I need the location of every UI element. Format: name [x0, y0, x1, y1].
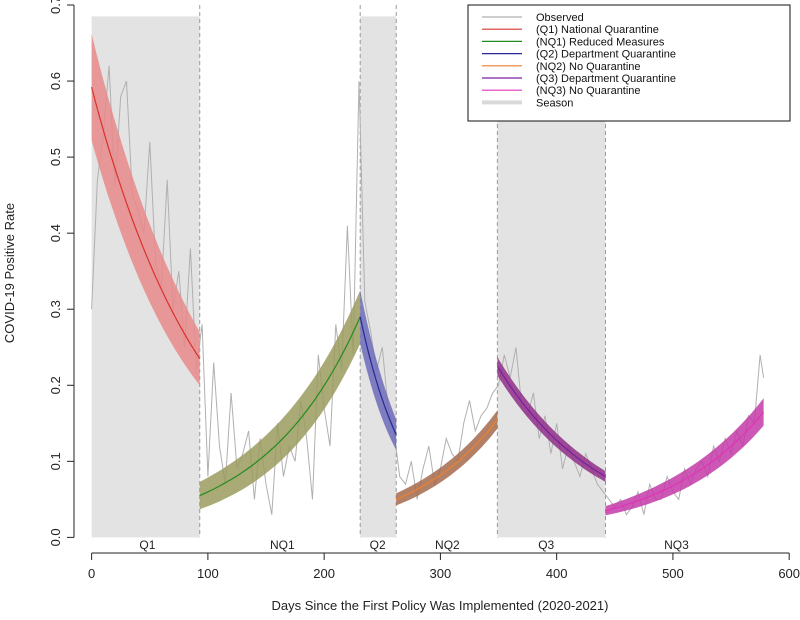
fit-line-4 — [496, 365, 606, 478]
y-tick-label-4: 0.4 — [48, 224, 63, 242]
legend: Observed(Q1) National Quarantine(NQ1) Re… — [467, 4, 791, 122]
period-label-layer: Q1 NQ1 Q2 NQ2 Q3 NQ3 — [139, 538, 689, 552]
x-tick-label-600: 600 — [778, 566, 800, 581]
x-tick-label-0: 0 — [88, 566, 95, 581]
legend-label-7: Season — [536, 97, 573, 109]
y-tick-label-0: 0.0 — [48, 528, 63, 546]
fit-line-3 — [395, 419, 498, 500]
legend-label-0: Observed — [536, 12, 584, 24]
period-label-nq2: NQ2 — [435, 538, 460, 552]
fit-band-2 — [360, 290, 397, 450]
fit-layer — [91, 86, 765, 512]
period-label-q3: Q3 — [538, 538, 554, 552]
fit-band-0 — [91, 33, 200, 386]
x-tick-label-300: 300 — [430, 566, 452, 581]
period-label-nq3: NQ3 — [664, 538, 689, 552]
y-tick-label-1: 0.1 — [48, 452, 63, 470]
x-tick-label-500: 500 — [662, 566, 684, 581]
y-axis-title: COVID-19 Positive Rate — [2, 203, 17, 343]
x-tick-label-400: 400 — [546, 566, 568, 581]
legend-label-4: (NQ2) No Quarantine — [536, 61, 641, 73]
fit-band-3 — [396, 410, 498, 506]
fit-band-1 — [199, 290, 361, 510]
x-axis-title: Days Since the First Policy Was Implemen… — [272, 598, 609, 613]
fit-line-2 — [359, 316, 397, 435]
legend-label-5: (Q3) Department Quarantine — [536, 73, 676, 85]
legend-label-2: (NQ1) Reduced Measures — [536, 36, 665, 48]
legend-label-3: (Q2) Department Quarantine — [536, 49, 676, 61]
axes-layer: 0 100 200 300 400 500 600 0.0 0.1 0.2 0.3 0.4 0.5 0.6… — [48, 0, 800, 581]
y-tick-label-5: 0.5 — [48, 148, 63, 166]
fit-line-1 — [199, 316, 361, 497]
period-label-q2: Q2 — [370, 538, 386, 552]
x-tick-label-100: 100 — [197, 566, 219, 581]
legend-label-1: (Q1) National Quarantine — [536, 24, 659, 36]
y-tick-label-7: 0.7 — [48, 0, 63, 14]
fit-band-5 — [605, 398, 764, 516]
x-tick-label-200: 200 — [313, 566, 335, 581]
season-rect-q2 — [360, 16, 397, 538]
period-label-q1: Q1 — [139, 538, 155, 552]
fit-line-0 — [91, 86, 201, 360]
legend-label-6: (NQ3) No Quarantine — [536, 85, 641, 97]
fit-line-5 — [605, 411, 765, 512]
y-tick-label-2: 0.2 — [48, 376, 63, 394]
y-tick-label-3: 0.3 — [48, 300, 63, 318]
y-tick-label-6: 0.6 — [48, 72, 63, 90]
period-label-nq1: NQ1 — [270, 538, 295, 552]
